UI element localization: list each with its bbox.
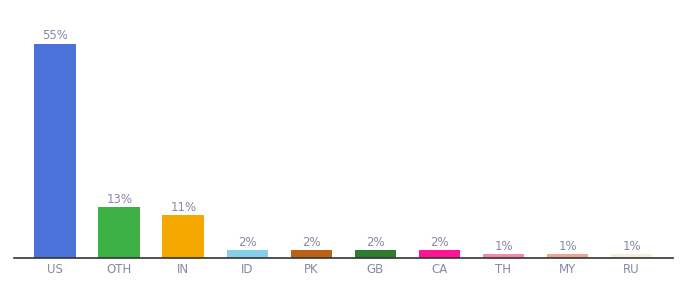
Text: 55%: 55% — [42, 29, 68, 42]
Bar — [99, 207, 140, 258]
Bar — [226, 250, 268, 258]
Text: 13%: 13% — [106, 193, 133, 206]
Text: 2%: 2% — [238, 236, 256, 249]
Bar — [354, 250, 396, 258]
Text: 11%: 11% — [170, 200, 197, 214]
Bar — [35, 44, 76, 258]
Bar — [290, 250, 333, 258]
Bar — [419, 250, 460, 258]
Text: 2%: 2% — [302, 236, 321, 249]
Text: 1%: 1% — [494, 239, 513, 253]
Text: 1%: 1% — [558, 239, 577, 253]
Bar — [483, 254, 524, 258]
Text: 2%: 2% — [430, 236, 449, 249]
Bar — [547, 254, 588, 258]
Text: 1%: 1% — [622, 239, 641, 253]
Text: 2%: 2% — [366, 236, 385, 249]
Bar — [163, 215, 204, 258]
Bar — [611, 254, 652, 258]
